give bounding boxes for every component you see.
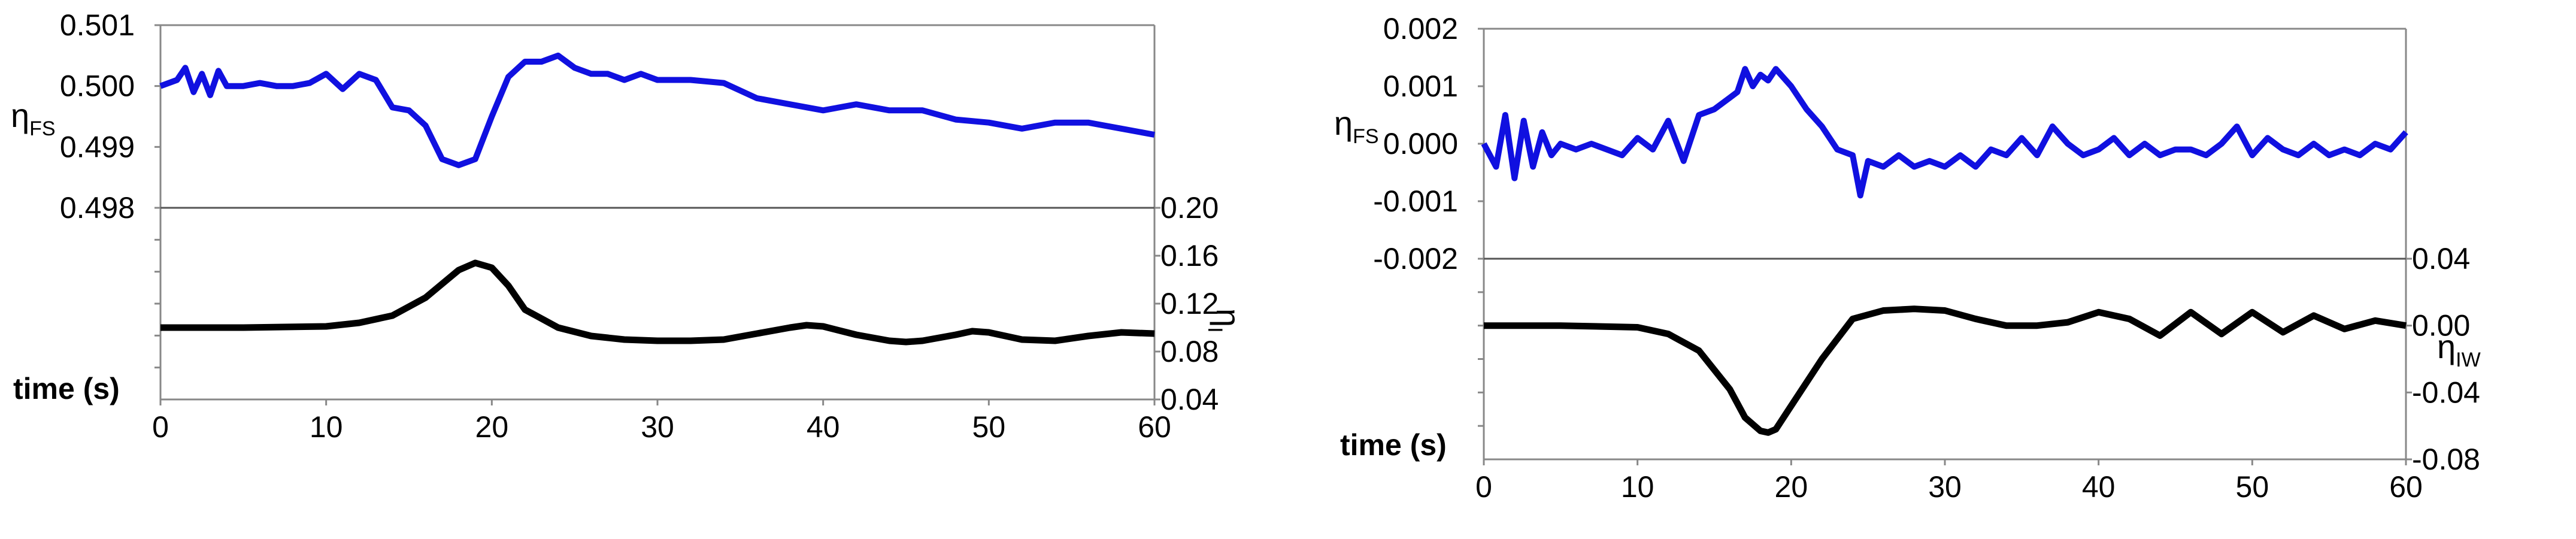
y-tick-label: 0.002	[1383, 12, 1458, 46]
y2-tick-label: -0.08	[2412, 443, 2480, 476]
x-tick-label: 20	[1775, 470, 1808, 504]
chart-1: 0.498 0.499 0.500 0.501 0.04 0.08 0.12 0.16 0.20…	[11, 8, 1247, 444]
chart-2: -0.002-0.0010.0000.0010.002-0.08-0.040.0…	[1334, 12, 2481, 504]
x-tick-label: 30	[1928, 470, 1962, 504]
x-tick-label: 20	[475, 410, 509, 444]
y2-tick-label: 0.00	[2412, 309, 2470, 343]
x-axis-label: time (s)	[13, 372, 120, 405]
x-tick-label: 50	[972, 410, 1006, 444]
x-tick-label: 10	[1621, 470, 1654, 504]
y-tick-label: 0.501	[60, 8, 135, 42]
y2-tick-label: 0.12	[1160, 287, 1219, 320]
y-tick-label: 0.499	[60, 130, 135, 163]
y-tick-label: 0.000	[1383, 127, 1458, 161]
y-tick-label: -0.001	[1373, 184, 1458, 218]
y-axis-label-top: ηFS	[1334, 104, 1379, 148]
x-tick-label: 30	[641, 410, 674, 444]
x-axis-label: time (s)	[1340, 428, 1447, 462]
x-tick-label: 60	[1138, 410, 1171, 444]
x-tick-label: 0	[152, 410, 169, 444]
y-tick-label: 0.500	[60, 69, 135, 103]
y2-tick-label: 0.04	[2412, 242, 2470, 275]
y2-tick-label: -0.04	[2412, 376, 2480, 409]
x-tick-label: 0	[1475, 470, 1492, 504]
x-tick-label: 60	[2389, 470, 2423, 504]
y2-tick-label: 0.20	[1160, 191, 1219, 225]
y2-tick-label: 0.16	[1160, 239, 1219, 272]
y-tick-label: 0.001	[1383, 69, 1458, 103]
x-tick-label: 40	[2082, 470, 2116, 504]
series-interface-line	[160, 259, 1155, 346]
y-axis-label-bottom: ηI	[1204, 308, 1247, 333]
x-tick-label: 50	[2236, 470, 2269, 504]
y2-tick-label: 0.08	[1160, 335, 1219, 368]
y2-tick-label: 0.04	[1160, 383, 1219, 416]
series-free-surface-line	[1481, 66, 2408, 199]
y-axis-label-top: ηFS	[11, 96, 56, 140]
y-tick-label: -0.002	[1373, 242, 1458, 275]
series-free-surface-line	[159, 52, 1155, 168]
series-interface-line	[1484, 305, 2407, 436]
x-tick-label: 40	[807, 410, 840, 444]
x-tick-label: 10	[310, 410, 343, 444]
y-tick-label: 0.498	[60, 191, 135, 225]
y-axis-label-bottom: ηIW	[2437, 328, 2481, 371]
